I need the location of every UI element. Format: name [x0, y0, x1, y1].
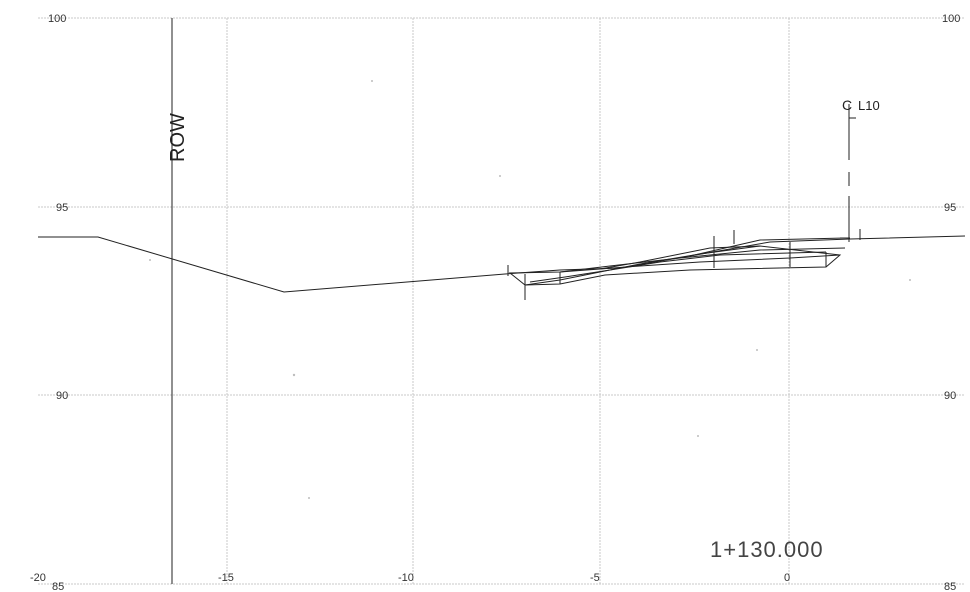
centerline-symbol-icon: C [842, 97, 856, 119]
centerline-marker: C L10 [842, 97, 880, 242]
y-tick-right-95: 95 [944, 202, 956, 214]
svg-text:C: C [842, 97, 852, 113]
x-tick-0: 0 [784, 572, 790, 584]
y-tick-left-90: 90 [56, 390, 68, 402]
y-tick-left-85: 85 [52, 581, 64, 592]
centerline-label: L10 [858, 98, 880, 113]
station-label: 1+130.000 [710, 537, 824, 562]
y-tick-right-100: 100 [942, 13, 960, 25]
x-axis: -20 -15 -10 -5 0 [30, 572, 790, 584]
y-axis-left: 100 95 90 85 [48, 13, 68, 592]
y-tick-left-100: 100 [48, 13, 66, 25]
x-tick-minus-20: -20 [30, 572, 46, 584]
proposed-section [507, 229, 861, 300]
y-axis-right: 100 95 90 85 [942, 13, 960, 592]
grid [38, 17, 965, 585]
y-tick-right-85: 85 [944, 581, 956, 592]
x-tick-minus-10: -10 [398, 572, 414, 584]
scan-specks [149, 80, 911, 499]
y-tick-right-90: 90 [944, 390, 956, 402]
existing-ground-line [38, 235, 966, 293]
x-tick-minus-15: -15 [218, 572, 234, 584]
y-tick-left-95: 95 [56, 202, 68, 214]
x-tick-minus-5: -5 [590, 572, 600, 584]
row-label: ROW [167, 113, 189, 162]
